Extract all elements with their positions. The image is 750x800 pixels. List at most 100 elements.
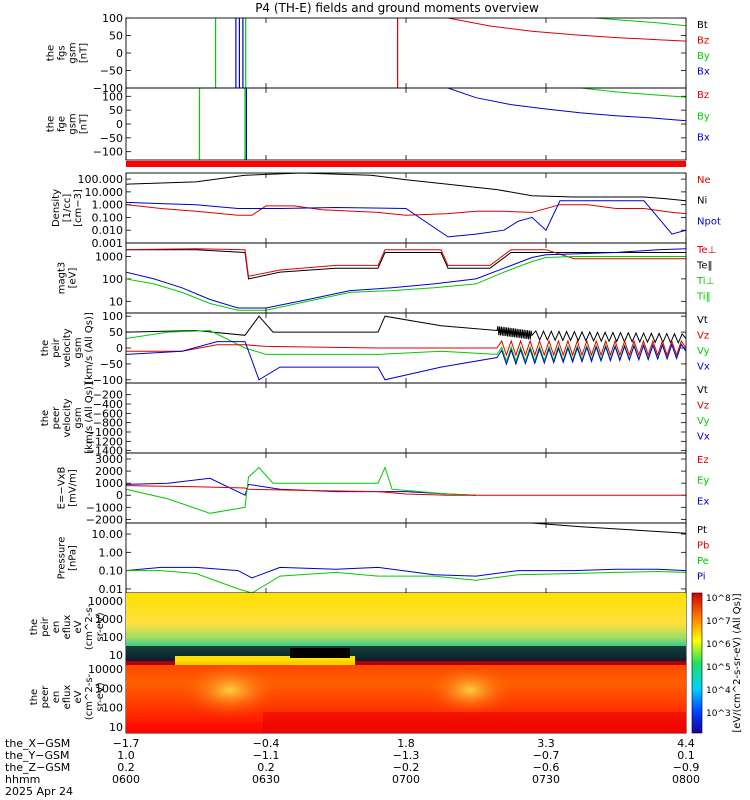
x-row-label: the_Z−GSM	[5, 761, 70, 774]
y-axis-label: gsm	[73, 337, 84, 358]
y-tick-label: −400	[93, 398, 123, 411]
legend-label: Ti⊥	[696, 276, 714, 287]
y-tick-label: 10000	[88, 595, 123, 608]
y-tick-label: 0.010	[92, 224, 124, 237]
y-axis-label: the	[29, 619, 40, 635]
legend-label: Pt	[697, 525, 707, 536]
y-tick-label: 100.000	[78, 173, 124, 186]
y-tick-label: 2000	[95, 465, 123, 478]
x-row-label: 2025 Apr 24	[5, 785, 73, 798]
series-line	[447, 88, 686, 122]
legend-label: Ti‖	[696, 292, 711, 303]
y-tick-label: 100	[102, 310, 123, 323]
y-tick-label: 50	[109, 326, 123, 339]
y-tick-label: 100	[102, 631, 123, 644]
y-axis-label: peer	[40, 685, 51, 709]
y-axis-label: peir	[40, 616, 51, 636]
panel-frame	[125, 17, 687, 89]
panel-peer_vel: the peer velocity gsm [km/s (All Qs)]−200−40…	[40, 382, 710, 458]
legend-label: Vx	[697, 432, 710, 443]
y-axis-label: velocity	[62, 398, 73, 437]
x-tick-label: −0.6	[533, 761, 560, 774]
y-tick-label: 1000	[95, 682, 123, 695]
y-tick-label: 50	[109, 104, 123, 117]
legend-label: Vx	[697, 362, 710, 373]
legend-label: Ey	[697, 476, 709, 487]
series-group	[126, 315, 686, 381]
y-axis-label: (cm^2-s-	[84, 603, 95, 650]
series-line	[126, 570, 686, 593]
series-line	[126, 248, 686, 309]
x-tick-label: −0.2	[393, 761, 420, 774]
colorbar-tick-label: 10^5	[706, 663, 731, 673]
y-tick-label: 0.100	[92, 211, 124, 224]
series-line	[126, 315, 686, 345]
legend-label: Ex	[697, 496, 709, 507]
y-axis-label: gsm	[68, 113, 79, 134]
y-axis-label: Pressure	[57, 537, 68, 580]
series-line	[126, 466, 477, 514]
y-tick-label: 3000	[95, 453, 123, 466]
y-tick-label: −800	[93, 417, 123, 430]
y-axis-label: en	[51, 691, 62, 704]
colorbar-tick-label: 10^7	[706, 617, 731, 627]
y-tick-label: 100	[102, 90, 123, 103]
y-tick-label: 100	[102, 702, 123, 715]
panel-frame	[125, 382, 687, 454]
x-tick-label: 0800	[672, 773, 700, 786]
series-group	[126, 466, 686, 514]
x-tick-label: −1.7	[113, 737, 140, 750]
y-axis-label: [nT]	[79, 114, 90, 134]
colorbar-tick-label: 10^6	[706, 640, 731, 650]
legend-label: Bx	[697, 133, 710, 144]
colorbar-tick-label: 10^8	[706, 594, 731, 604]
y-tick-label: −100	[93, 374, 123, 387]
x-tick-label: 0.2	[117, 761, 135, 774]
y-tick-label: 10000	[88, 663, 123, 676]
y-axis-label: peer	[51, 406, 62, 430]
y-tick-label: −50	[100, 132, 123, 145]
series-line	[447, 18, 686, 42]
y-axis-label: gsm	[73, 407, 84, 428]
x-tick-label: 0.1	[677, 749, 695, 762]
y-axis-label: the	[40, 340, 51, 356]
y-axis-label: the	[29, 689, 40, 705]
y-tick-label: 50	[109, 30, 123, 43]
colorbar-label: [eV/(cm^2-s-sr-eV) (All Qs)]	[732, 593, 743, 732]
peer-spectrogram	[126, 661, 686, 733]
y-axis-label: velocity	[62, 328, 73, 367]
y-axis-label: eflux	[62, 685, 73, 710]
series-group	[198, 88, 686, 160]
x-axis-labels: −1.7 −0.4 1.8 3.3 4.4 1.0 −1.1 −1.3 −0.7 0.1 0.2 0.…	[5, 737, 700, 798]
panel-frame	[125, 452, 687, 524]
figure-title: P4 (TH-E) fields and ground moments over…	[255, 1, 539, 15]
panel-peir_vel: the peir velocity gsm [km/s (All Qs)] 100 50 0 −…	[40, 310, 710, 387]
y-tick-label: 1000	[95, 613, 123, 626]
y-axis-label: sr-eV)	[95, 612, 106, 641]
mode-bar	[126, 161, 686, 167]
y-tick-label: −2000	[86, 513, 123, 526]
legend-label: Ni	[697, 196, 707, 207]
series-line	[531, 523, 686, 534]
y-tick-label: 10	[109, 649, 123, 662]
y-tick-label: −200	[93, 389, 123, 402]
y-axis-label: eV	[73, 690, 84, 703]
x-tick-label: −0.4	[253, 737, 280, 750]
y-tick-label: 1.000	[92, 199, 124, 212]
x-tick-label: 0630	[252, 773, 280, 786]
y-axis-label: [1/cc]	[62, 194, 73, 223]
legend-label: Bx	[697, 67, 710, 78]
y-axis-label: [km/s (All Qs)]	[84, 382, 95, 454]
y-axis-label: [nT]	[79, 43, 90, 63]
y-tick-label: −100	[93, 82, 123, 95]
legend-label: Bz	[697, 36, 709, 47]
legend-label: Vy	[697, 346, 710, 357]
y-axis-label: (cm^2-s-	[84, 673, 95, 720]
y-axis-label: Density	[51, 189, 62, 227]
peir-spectrogram	[126, 593, 686, 661]
series-group	[126, 523, 686, 593]
y-axis-label: [km/s (All Qs)]	[84, 312, 95, 384]
